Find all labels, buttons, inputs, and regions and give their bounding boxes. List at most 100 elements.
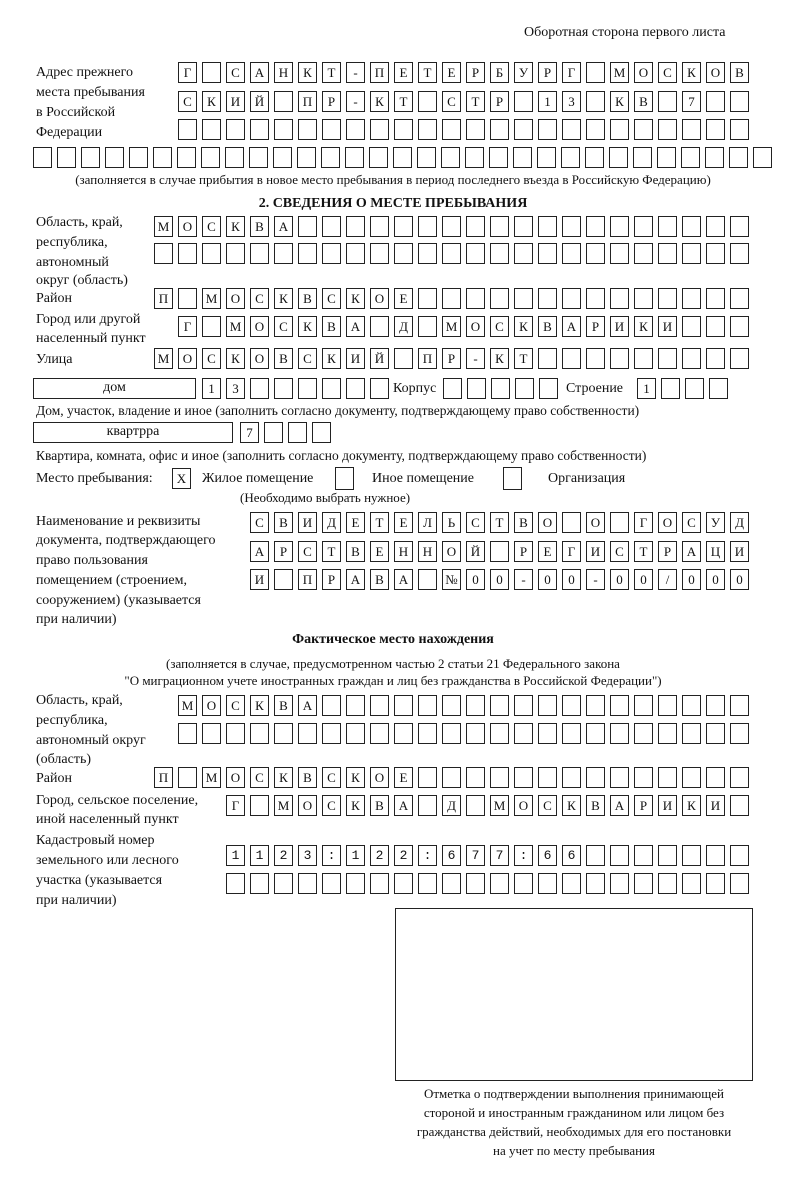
char-cell[interactable]: 7 — [240, 422, 259, 443]
char-cell[interactable] — [225, 147, 244, 168]
char-cell[interactable]: 1 — [202, 378, 221, 399]
char-cell[interactable]: С — [490, 316, 509, 337]
char-cell[interactable] — [514, 91, 533, 112]
char-cell[interactable] — [322, 723, 341, 744]
char-cell[interactable]: В — [586, 795, 605, 816]
char-cell[interactable]: П — [154, 767, 173, 788]
char-cell[interactable] — [250, 243, 269, 264]
char-cell[interactable]: П — [418, 348, 437, 369]
char-cell[interactable]: Т — [322, 541, 341, 562]
char-cell[interactable]: Й — [370, 348, 389, 369]
char-cell[interactable] — [634, 216, 653, 237]
char-cell[interactable] — [661, 378, 680, 399]
flat-type-field[interactable]: квартрра — [33, 422, 233, 443]
char-cell[interactable]: И — [730, 541, 749, 562]
char-cell[interactable] — [33, 147, 52, 168]
stay-organization-checkbox[interactable] — [503, 467, 522, 490]
char-cell[interactable]: Р — [322, 569, 341, 590]
char-cell[interactable] — [682, 316, 701, 337]
char-cell[interactable] — [610, 873, 629, 894]
char-cell[interactable]: Н — [418, 541, 437, 562]
char-cell[interactable] — [273, 147, 292, 168]
char-cell[interactable] — [274, 569, 293, 590]
char-cell[interactable] — [418, 873, 437, 894]
char-cell[interactable] — [682, 119, 701, 140]
char-cell[interactable] — [467, 378, 486, 399]
char-cell[interactable]: М — [226, 316, 245, 337]
char-cell[interactable] — [634, 119, 653, 140]
char-cell[interactable]: Т — [634, 541, 653, 562]
char-cell[interactable]: И — [298, 512, 317, 533]
char-cell[interactable]: 0 — [706, 569, 725, 590]
char-cell[interactable]: С — [610, 541, 629, 562]
char-cell[interactable]: У — [706, 512, 725, 533]
char-cell[interactable]: В — [634, 91, 653, 112]
char-cell[interactable] — [489, 147, 508, 168]
char-cell[interactable] — [322, 378, 341, 399]
char-cell[interactable] — [418, 216, 437, 237]
char-cell[interactable] — [201, 147, 220, 168]
char-cell[interactable] — [658, 216, 677, 237]
char-cell[interactable]: С — [202, 216, 221, 237]
char-cell[interactable] — [466, 873, 485, 894]
char-cell[interactable] — [538, 873, 557, 894]
char-cell[interactable] — [515, 378, 534, 399]
char-cell[interactable] — [538, 767, 557, 788]
char-cell[interactable] — [491, 378, 510, 399]
char-cell[interactable]: Е — [442, 62, 461, 83]
char-cell[interactable] — [274, 119, 293, 140]
char-cell[interactable] — [730, 767, 749, 788]
char-cell[interactable]: С — [274, 316, 293, 337]
char-cell[interactable] — [634, 723, 653, 744]
char-cell[interactable]: О — [658, 512, 677, 533]
char-cell[interactable]: А — [298, 695, 317, 716]
char-cell[interactable] — [394, 348, 413, 369]
char-cell[interactable] — [634, 348, 653, 369]
char-cell[interactable] — [370, 378, 389, 399]
char-cell[interactable]: А — [394, 795, 413, 816]
char-cell[interactable] — [706, 695, 725, 716]
char-cell[interactable]: Г — [562, 541, 581, 562]
char-cell[interactable]: С — [178, 91, 197, 112]
char-cell[interactable]: С — [226, 695, 245, 716]
char-cell[interactable] — [274, 91, 293, 112]
char-cell[interactable] — [346, 723, 365, 744]
char-cell[interactable] — [586, 873, 605, 894]
char-cell[interactable] — [709, 378, 728, 399]
char-cell[interactable] — [562, 695, 581, 716]
char-cell[interactable] — [442, 243, 461, 264]
char-cell[interactable] — [442, 288, 461, 309]
char-cell[interactable] — [514, 243, 533, 264]
char-cell[interactable]: Ц — [706, 541, 725, 562]
char-cell[interactable]: М — [178, 695, 197, 716]
char-cell[interactable] — [514, 288, 533, 309]
char-cell[interactable] — [538, 243, 557, 264]
char-cell[interactable]: - — [346, 91, 365, 112]
char-cell[interactable] — [274, 845, 293, 866]
char-cell[interactable]: П — [298, 569, 317, 590]
char-cell[interactable] — [202, 62, 221, 83]
char-cell[interactable]: Р — [466, 62, 485, 83]
char-cell[interactable] — [561, 147, 580, 168]
char-cell[interactable] — [346, 243, 365, 264]
char-cell[interactable] — [154, 243, 173, 264]
char-cell[interactable] — [466, 695, 485, 716]
char-cell[interactable] — [514, 723, 533, 744]
char-cell[interactable]: Л — [418, 512, 437, 533]
char-cell[interactable] — [658, 767, 677, 788]
char-cell[interactable] — [129, 147, 148, 168]
char-cell[interactable] — [418, 288, 437, 309]
char-cell[interactable]: А — [682, 541, 701, 562]
char-cell[interactable] — [658, 845, 677, 866]
char-cell[interactable]: К — [226, 348, 245, 369]
char-cell[interactable]: К — [514, 316, 533, 337]
char-cell[interactable]: Г — [562, 62, 581, 83]
char-cell[interactable] — [634, 845, 653, 866]
char-cell[interactable] — [298, 845, 317, 866]
char-cell[interactable] — [418, 243, 437, 264]
char-cell[interactable] — [634, 695, 653, 716]
char-cell[interactable]: В — [274, 348, 293, 369]
char-cell[interactable]: С — [250, 512, 269, 533]
char-cell[interactable] — [345, 147, 364, 168]
char-cell[interactable]: О — [706, 62, 725, 83]
